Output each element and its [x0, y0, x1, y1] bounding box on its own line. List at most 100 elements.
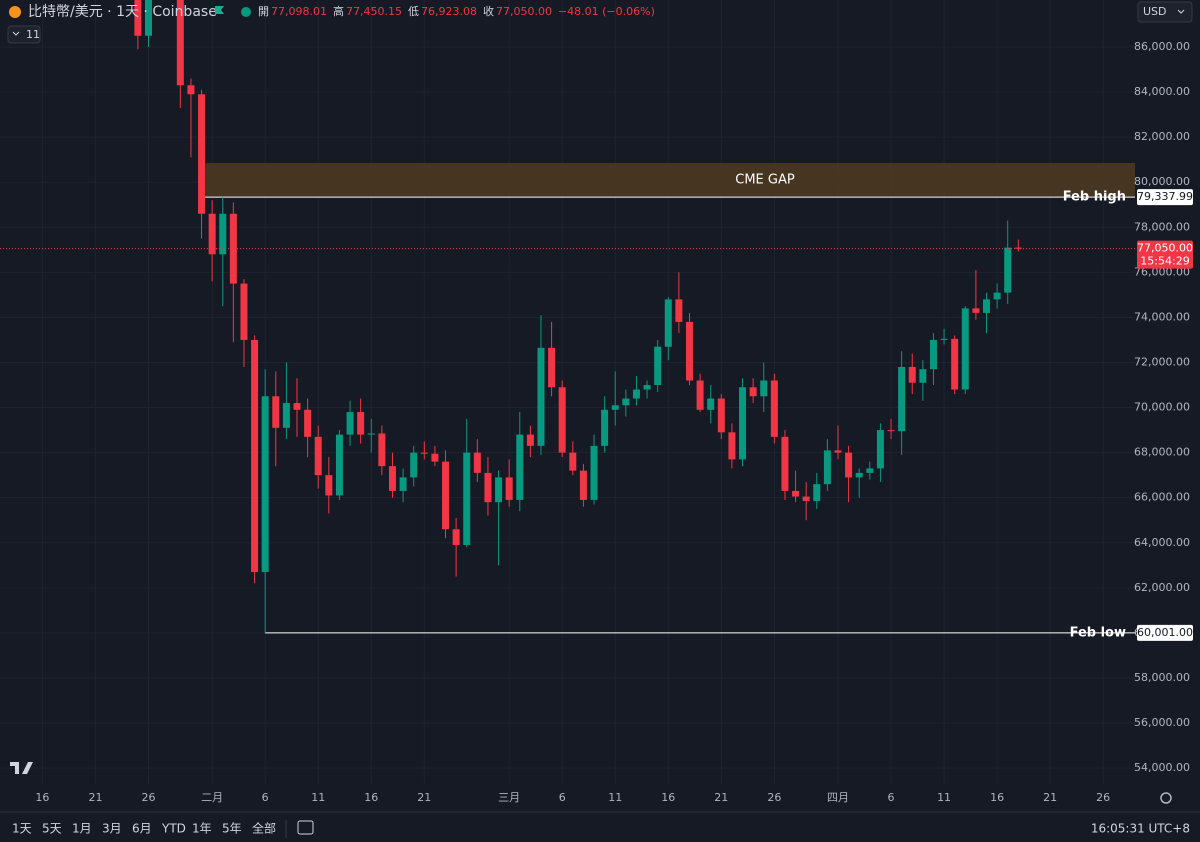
x-tick-label: 26	[142, 791, 156, 804]
x-tick-label: 16	[35, 791, 49, 804]
indicator-count[interactable]: 11	[26, 28, 40, 41]
change: −48.01 (−0.06%)	[558, 5, 655, 18]
logo[interactable]	[10, 762, 33, 774]
candle-body	[251, 339, 259, 573]
candle-body	[876, 430, 884, 469]
y-tick-label: 82,000.00	[1134, 130, 1190, 143]
candle-body	[834, 450, 842, 453]
candle-body	[420, 452, 428, 454]
candle-body	[357, 412, 365, 435]
x-tick-label: 21	[1043, 791, 1057, 804]
flag-icon[interactable]	[215, 6, 224, 14]
x-tick-label: 11	[311, 791, 325, 804]
zone-label: CME GAP	[735, 173, 795, 188]
candle-body	[781, 436, 789, 491]
range-button[interactable]: 6月	[132, 822, 152, 836]
level-label: Feb high	[1063, 190, 1126, 205]
candle-body	[463, 452, 471, 546]
range-button[interactable]: 1天	[12, 822, 32, 836]
level-label: Feb low	[1070, 625, 1126, 640]
candle-body	[198, 94, 206, 214]
range-button[interactable]: 1月	[72, 822, 92, 836]
ohlc-label: 低	[408, 5, 419, 18]
x-tick-label: 二月	[201, 791, 223, 804]
price-tag-label: 60,001.00	[1137, 626, 1193, 639]
x-tick-label: 6	[888, 791, 895, 804]
candle-body	[961, 308, 969, 390]
indicator-toggle[interactable]	[7, 25, 41, 44]
candle-body	[145, 0, 153, 36]
candle-body	[346, 412, 354, 435]
x-tick-label: 21	[88, 791, 102, 804]
y-tick-label: 68,000.00	[1134, 446, 1190, 459]
candle-body	[442, 461, 450, 530]
x-tick-label: 11	[937, 791, 951, 804]
range-button[interactable]: 5年	[222, 822, 242, 836]
candle-body	[293, 403, 301, 410]
date-range-icon[interactable]	[297, 820, 314, 835]
settings-icon[interactable]	[1160, 792, 1172, 804]
candle-body	[685, 321, 693, 381]
symbol-title[interactable]: 比特幣/美元 · 1天 · Coinbase	[28, 4, 217, 20]
toolbar: 1天 5天 1月 3月 6月 YTD 1年 5年 全部	[12, 821, 276, 836]
ohlc-value: 77,450.15	[346, 5, 402, 18]
candle-body	[325, 475, 333, 496]
y-tick-label: 66,000.00	[1134, 491, 1190, 504]
y-tick-label: 80,000.00	[1134, 175, 1190, 188]
candle-body	[845, 452, 853, 478]
candle-body	[272, 396, 280, 428]
candle-body	[526, 434, 534, 446]
range-button[interactable]: 5天	[42, 822, 62, 836]
ohlc-value: 77,098.01	[271, 5, 327, 18]
x-tick-label: 6	[262, 791, 269, 804]
status-dot	[241, 7, 251, 17]
x-tick-label: 26	[767, 791, 781, 804]
coin-icon	[9, 6, 21, 18]
currency[interactable]: USD	[1143, 5, 1167, 18]
chevron-icon	[12, 31, 20, 36]
price-tag	[1137, 189, 1193, 206]
candle-body	[495, 477, 503, 503]
candle-body	[240, 283, 248, 340]
candle-body	[452, 529, 460, 546]
currency-box[interactable]	[1137, 1, 1193, 23]
candle-body	[664, 299, 672, 347]
candle-body	[749, 387, 757, 397]
y-tick-label: 64,000.00	[1134, 536, 1190, 549]
range-button[interactable]: 1年	[192, 822, 212, 836]
x-tick-label: 21	[417, 791, 431, 804]
ohlc-value: 76,923.08	[421, 5, 477, 18]
candle-body	[431, 453, 439, 462]
candle-body	[707, 398, 715, 410]
range-button[interactable]: 全部	[252, 821, 276, 836]
candle-body	[760, 380, 768, 397]
y-tick-label: 86,000.00	[1134, 40, 1190, 53]
x-tick-label: 三月	[498, 791, 520, 804]
y-tick-label: 56,000.00	[1134, 716, 1190, 729]
candle-body	[601, 409, 609, 446]
plot-area	[0, 0, 1135, 634]
candle-body	[558, 387, 566, 453]
candle-body	[813, 484, 821, 502]
candle-body	[739, 387, 747, 460]
candle-body	[410, 452, 418, 478]
candle-body	[993, 292, 1001, 300]
candle-body	[940, 338, 948, 340]
candle-body	[982, 299, 990, 313]
candle-body	[654, 346, 662, 386]
candle-body	[823, 450, 831, 485]
candle-body	[643, 385, 651, 390]
candle-body	[484, 472, 492, 503]
candle-body	[261, 396, 269, 573]
candle-body	[548, 347, 556, 388]
candle-body	[1004, 247, 1012, 293]
x-tick-label: 四月	[827, 791, 849, 804]
candle-body	[611, 405, 619, 410]
range-button[interactable]: 3月	[102, 822, 122, 836]
candle-body	[717, 398, 725, 433]
range-button[interactable]: YTD	[161, 822, 186, 836]
candle-body	[187, 85, 195, 95]
candle-body	[208, 213, 216, 255]
